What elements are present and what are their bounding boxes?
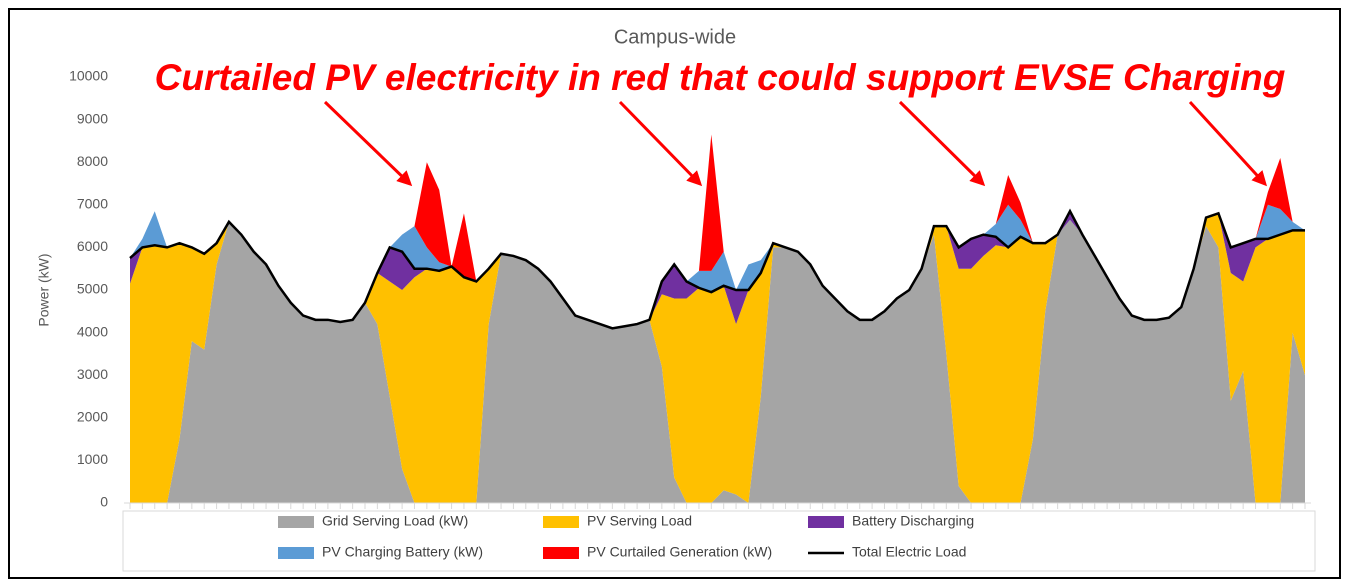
y-tick-label: 9000 [77,110,108,126]
legend-marker [278,547,314,559]
y-tick-label: 2000 [77,409,108,425]
legend-label: PV Serving Load [587,513,692,529]
area [130,204,1305,329]
legend-label: Battery Discharging [852,513,974,529]
y-tick-label: 10000 [69,68,108,84]
y-tick-label: 3000 [77,366,108,382]
legend-label: Grid Serving Load (kW) [322,513,468,529]
legend-marker [543,547,579,559]
arrow [618,100,703,187]
legend-label: PV Charging Battery (kW) [322,544,483,560]
y-tick-label: 0 [100,494,108,510]
plot-area [129,134,1305,503]
legend-label: Total Electric Load [852,544,966,560]
annotation-arrows [323,100,1268,187]
legend-marker [808,516,844,528]
area [130,219,1305,503]
y-tick-label: 7000 [77,196,108,212]
y-tick-label: 5000 [77,281,108,297]
legend-label: PV Curtailed Generation (kW) [587,544,772,560]
legend-marker [278,516,314,528]
annotation: Curtailed PV electricity in red that cou… [155,57,1286,98]
y-tick-label: 8000 [77,153,108,169]
y-tick-label: 6000 [77,238,108,254]
chart-title: Campus-wide [614,26,736,48]
legend-box [122,510,1316,572]
y-tick-label: 4000 [77,323,108,339]
y-axis-title: Power (kW) [36,253,52,326]
area [130,134,1305,329]
area [130,213,1305,503]
arrow [1188,100,1268,187]
arrow [323,100,413,187]
line [129,208,1305,330]
legend-marker [543,516,579,528]
y-tick-label: 1000 [77,451,108,467]
arrow [898,100,986,187]
